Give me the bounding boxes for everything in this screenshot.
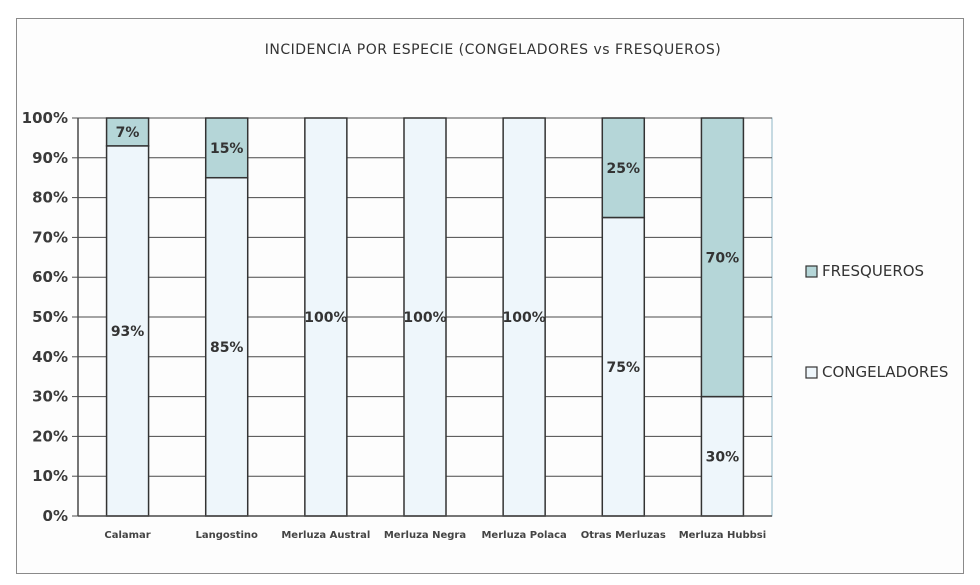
bar-fresqueros-langostino	[204, 117, 249, 179]
legend-swatch	[805, 366, 818, 379]
y-tick-label: 90%	[32, 149, 68, 167]
y-tick-label: 40%	[32, 348, 68, 366]
data-label: 7%	[116, 125, 140, 141]
x-tick-label: Langostino	[196, 530, 259, 541]
x-tick-label: Merluza Negra	[384, 530, 466, 541]
x-axis-ticks: Calamar Langostino Merluza Austral Merluza …	[78, 515, 772, 541]
data-label: 100%	[304, 310, 347, 326]
y-tick-label: 100%	[22, 109, 68, 127]
bar-congeladores-merluza-austral	[304, 117, 348, 517]
data-label: 93%	[111, 324, 145, 340]
bar-fresqueros-merluza-hubbsi	[700, 117, 745, 398]
bar-fresqueros-otras-merluzas	[601, 117, 646, 219]
bar-congeladores-merluza-negra	[403, 117, 447, 517]
y-tick-label: 70%	[32, 228, 68, 246]
bar-fresqueros-calamar	[105, 117, 150, 147]
data-label: 25%	[607, 161, 641, 177]
y-tick-label: 80%	[32, 189, 68, 207]
x-tick-label: Calamar	[104, 530, 150, 541]
bar-congeladores-merluza-polaca	[502, 117, 546, 517]
data-label: 15%	[210, 141, 244, 157]
y-tick-label: 30%	[32, 388, 68, 406]
bar-congeladores-merluza-hubbsi	[700, 395, 745, 517]
y-axis-ticks: 0% 10% 20% 30% 40% 50% 60% 70% 80% 90% 100%	[22, 109, 79, 525]
data-label: 75%	[607, 360, 641, 376]
y-tick-label: 60%	[32, 268, 68, 286]
bar-congeladores-calamar	[105, 145, 150, 517]
x-tick-label: Otras Merluzas	[581, 530, 666, 541]
x-tick-label: Merluza Polaca	[481, 530, 566, 541]
chart-frame	[16, 18, 964, 574]
legend-label: FRESQUEROS	[822, 262, 924, 280]
y-tick-label: 20%	[32, 427, 68, 445]
legend-label: CONGELADORES	[822, 363, 948, 381]
x-tick-label: Merluza Hubbsi	[679, 530, 766, 541]
x-tick-label: Merluza Austral	[281, 530, 370, 541]
data-label: 30%	[706, 449, 740, 465]
data-label: 100%	[503, 310, 546, 326]
data-label: 70%	[706, 250, 740, 266]
legend: FRESQUEROS CONGELADORES	[805, 262, 948, 381]
y-tick-label: 0%	[43, 507, 68, 525]
y-tick-label: 50%	[32, 308, 68, 326]
data-label: 85%	[210, 340, 244, 356]
legend-swatch	[805, 265, 818, 278]
chart-title: INCIDENCIA POR ESPECIE (CONGELADORES vs …	[265, 42, 721, 58]
y-tick-label: 10%	[32, 467, 68, 485]
data-label: 100%	[403, 310, 446, 326]
bars: 93% 7% 85% 15% 100% 100% 100% 75% 25% 30% 70%	[105, 117, 745, 517]
